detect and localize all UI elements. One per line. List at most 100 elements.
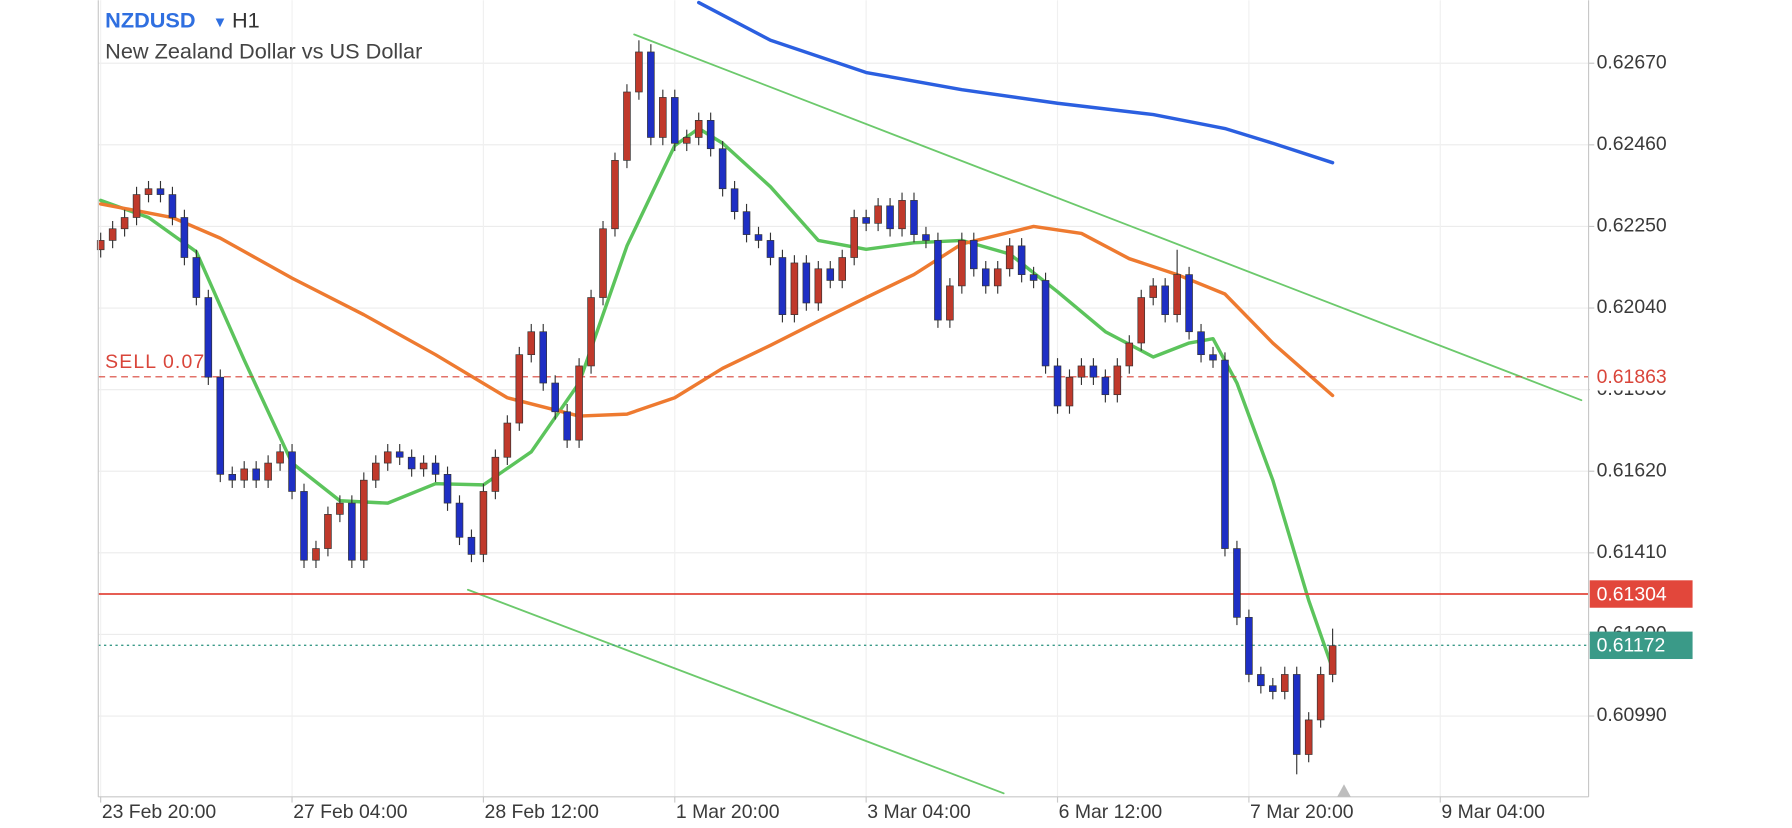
candle-body — [348, 502, 356, 561]
candle-body — [360, 479, 368, 561]
candle-body — [910, 200, 918, 235]
candle-body — [96, 240, 105, 251]
candle-body — [1221, 359, 1229, 549]
x-tick-label: 6 Mar 12:00 — [1059, 801, 1163, 823]
candle-body — [886, 205, 894, 230]
candle-body — [431, 462, 440, 475]
candle-body — [946, 285, 954, 321]
candle-body — [599, 228, 607, 298]
candle-body — [1173, 274, 1181, 315]
symbol[interactable]: NZDUSD — [105, 8, 195, 33]
candle-body — [156, 188, 165, 195]
candle-body — [730, 188, 739, 213]
candle-body — [276, 451, 284, 464]
candle-body — [467, 536, 476, 555]
candle-body — [1125, 342, 1134, 367]
price-badge — [1589, 631, 1693, 660]
candle-body — [1137, 297, 1146, 344]
candle-body — [1245, 616, 1253, 675]
candle-body — [694, 120, 703, 138]
candle-body — [575, 365, 583, 441]
y-tick-label: 0.61620 — [1597, 459, 1667, 481]
candle-body — [718, 148, 727, 190]
candle-body — [479, 491, 488, 555]
candle-body — [1005, 245, 1014, 270]
candle-body — [228, 473, 237, 481]
candle-body — [1149, 285, 1157, 298]
candle-body — [168, 194, 177, 218]
y-tick-label: 0.61410 — [1597, 541, 1667, 563]
candle-body — [1065, 376, 1074, 407]
candle-body — [898, 200, 906, 230]
x-tick-label: 23 Feb 20:00 — [102, 801, 217, 823]
candle-body — [862, 217, 870, 224]
candle-body — [922, 234, 930, 241]
x-tick-label: 27 Feb 04:00 — [293, 801, 408, 823]
candle-body — [1257, 674, 1265, 687]
candle-body — [1328, 645, 1337, 675]
candle-body — [874, 205, 882, 224]
order-price-badge — [1589, 363, 1693, 391]
candle-body — [539, 331, 547, 384]
candle-body — [551, 382, 559, 413]
axis-layer — [97, 0, 1590, 798]
candle-body — [587, 297, 595, 367]
moving-average — [98, 202, 1335, 418]
candle-body — [814, 268, 823, 304]
candle-body — [1161, 285, 1169, 315]
candle-body — [216, 376, 225, 475]
trend-line — [633, 33, 1583, 402]
candle-body — [1029, 274, 1038, 281]
candle-body — [1269, 685, 1277, 692]
candle-body — [970, 240, 978, 270]
candle-body — [1053, 365, 1062, 407]
candle-body — [850, 217, 858, 258]
candle-body — [838, 257, 847, 281]
price-badge-label: 0.61304 — [1597, 583, 1667, 605]
candle-body — [1292, 674, 1301, 755]
order-label: SELL 0.07 — [105, 351, 205, 373]
trend-line — [466, 588, 1005, 795]
candle-body — [778, 257, 787, 315]
symbol-description: New Zealand Dollar vs US Dollar — [105, 39, 422, 64]
candle-body — [1233, 548, 1241, 618]
y-tick-label: 0.60990 — [1597, 704, 1667, 726]
candle-body — [1281, 674, 1289, 692]
candle-body — [503, 422, 512, 458]
candle-body — [1041, 280, 1050, 367]
candle-body — [790, 262, 799, 315]
candle-body — [659, 97, 667, 138]
candle-body — [742, 211, 751, 235]
label-layer: SELL 0.07 0.61863 0.61304 0.61172 — [105, 351, 1693, 660]
candle-body — [623, 91, 631, 161]
candle-body — [264, 462, 272, 481]
candle-body — [802, 262, 811, 304]
candle-body — [647, 51, 655, 138]
symbol-dropdown-icon[interactable]: ▼ — [213, 15, 228, 31]
candle-body — [120, 217, 129, 230]
y-tick-label: 0.62460 — [1597, 133, 1667, 155]
candle-body — [288, 451, 296, 492]
grid-layer: 0.626700.624600.622500.620400.618300.616… — [98, 0, 1667, 823]
candle-body — [336, 502, 344, 515]
candle-body — [180, 217, 189, 258]
candle-body — [682, 137, 691, 144]
candle-body — [204, 297, 213, 378]
candle-body — [1017, 245, 1026, 275]
y-tick-label: 0.62670 — [1597, 51, 1667, 73]
candle-body — [312, 548, 320, 561]
candle-body — [192, 257, 201, 298]
candle-body — [958, 240, 966, 287]
candle-body — [443, 473, 452, 504]
timeframe[interactable]: H1 — [232, 8, 260, 33]
x-tick-label: 28 Feb 12:00 — [485, 801, 600, 823]
candle-body — [1197, 331, 1205, 356]
x-tick-label: 9 Mar 04:00 — [1441, 801, 1545, 823]
candle-body — [407, 456, 416, 470]
candle-body — [515, 354, 524, 424]
candle-body — [491, 456, 500, 492]
candle-body — [1113, 365, 1122, 396]
candle-body — [1316, 674, 1325, 721]
moving-average — [98, 126, 1335, 671]
